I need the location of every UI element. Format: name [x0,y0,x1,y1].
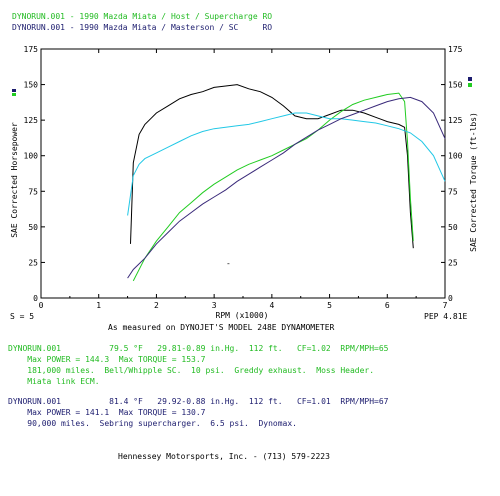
x-tick-label: 3 [212,301,217,310]
x-tick-label: 0 [39,301,44,310]
x-tick-label: 7 [443,301,448,310]
series-line-run1_power [132,92,414,282]
y-tick-label-left: 25 [28,258,38,267]
run1-info-line3: 181,000 miles. Bell/Whipple SC. 10 psi. … [8,366,375,375]
y-tick-label-left: 50 [28,223,38,232]
pep-label: PEP 4.81E [424,312,468,321]
series-line-run1_torque [130,84,414,249]
run2-info-line2: Max POWER = 141.1 Max TORQUE = 130.7 [8,408,206,417]
stray-mark: - [226,259,231,268]
y-tick-label-right: 175 [448,45,463,54]
run1-info-line1: DYNORUN.001 79.5 °F 29.81-0.89 in.Hg. 11… [8,344,389,353]
credit-line: Hennessey Motorsports, Inc. - (713) 579-… [118,452,330,461]
run2-left-marker [12,89,16,92]
series-line-run2_torque [127,112,446,216]
y-tick-label-left: 100 [24,152,39,161]
y-axis-label-right: SAE Corrected Torque (ft-lbs) [469,112,478,252]
y-tick-label-right: 150 [448,81,463,90]
run1-info-line4: Miata link ECM. [8,377,100,386]
y-tick-label-left: 0 [33,294,38,303]
smoothing-label: S = 5 [10,312,35,321]
y-tick-label-left: 150 [24,81,39,90]
x-axis-label: RPM (x1000) [216,311,269,320]
x-tick-label: 5 [327,301,332,310]
y-axis-label-left: SAE Corrected Horsepower [10,122,19,238]
y-tick-label-left: 125 [24,116,39,125]
run2-info-line3: 90,000 miles. Sebring supercharger. 6.5 … [8,419,297,428]
y-tick-label-left: 175 [24,45,39,54]
x-tick-label: 6 [385,301,390,310]
y-tick-label-right: 100 [448,152,463,161]
chart-lines [127,84,446,282]
y-tick-label-right: 125 [448,116,463,125]
run1-info-line2: Max POWER = 144.3 Max TORQUE = 153.7 [8,355,206,364]
y-tick-label-right: 50 [448,223,458,232]
dyno-note: As measured on DYNOJET'S MODEL 248E DYNA… [108,323,335,332]
run2-chart-title: DYNORUN.001 - 1990 Mazda Miata / Masters… [12,23,273,32]
y-tick-label-right: 25 [448,258,458,267]
run2-info-line1: DYNORUN.001 81.4 °F 29.92-0.88 in.Hg. 11… [8,397,389,406]
run1-right-marker [468,83,472,87]
x-tick-label: 2 [154,301,159,310]
y-tick-label-right: 75 [448,187,458,196]
y-tick-label-right: 0 [448,294,453,303]
run1-left-marker [12,93,16,96]
x-tick-label: 1 [96,301,101,310]
run2-right-marker [468,77,472,81]
run1-chart-title: DYNORUN.001 - 1990 Mazda Miata / Host / … [12,12,273,21]
series-line-run2_power [127,96,446,279]
x-tick-label: 4 [269,301,274,310]
y-tick-label-left: 75 [28,187,38,196]
